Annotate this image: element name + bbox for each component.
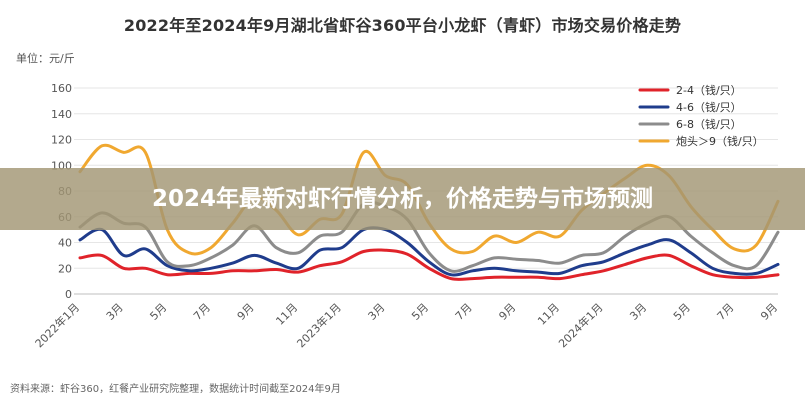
x-tick-label: 11月	[535, 301, 562, 328]
x-tick-label: 5月	[409, 301, 431, 323]
legend-label-1: 2-4（钱/只）	[676, 83, 742, 97]
series-line-2	[78, 226, 780, 277]
y-tick-label: 40	[58, 237, 72, 250]
x-tick-label: 9月	[235, 301, 257, 323]
x-tick-label: 3月	[627, 301, 649, 323]
chart-title: 2022年至2024年9月湖北省虾谷360平台小龙虾（青虾）市场交易价格走势	[123, 16, 682, 35]
x-tick-label: 2022年1月	[32, 300, 82, 350]
headline-banner: 2024年最新对虾行情分析，价格走势与市场预测	[0, 168, 805, 230]
x-tick-label: 5月	[147, 301, 169, 323]
x-tick-label: 7月	[715, 301, 737, 323]
x-tick-label: 9月	[758, 301, 780, 323]
x-tick-label: 2023年1月	[294, 300, 344, 350]
legend-label-4: 炮头＞9（钱/只）	[676, 134, 764, 148]
series-line-1	[78, 248, 780, 281]
y-tick-label: 0	[65, 288, 72, 301]
y-tick-label: 140	[51, 108, 72, 121]
x-tick-label: 3月	[104, 301, 126, 323]
x-tick-label: 2024年1月	[555, 300, 605, 350]
unit-label: 单位：元/斤	[16, 52, 75, 65]
x-tick-label: 9月	[496, 301, 518, 323]
x-tick-label: 5月	[671, 301, 693, 323]
legend: 2-4（钱/只） 4-6（钱/只） 6-8（钱/只） 炮头＞9（钱/只）	[638, 83, 764, 148]
x-tick-label: 7月	[191, 301, 213, 323]
y-tick-label: 20	[58, 262, 72, 275]
legend-label-3: 6-8（钱/只）	[676, 117, 742, 131]
x-tick-label: 7月	[453, 301, 475, 323]
y-tick-label: 120	[51, 134, 72, 147]
x-tick-label: 3月	[366, 301, 388, 323]
y-tick-label: 160	[51, 82, 72, 95]
source-note: 资料来源：虾谷360，红餐产业研究院整理，数据统计时间截至2024年9月	[10, 384, 341, 395]
legend-label-2: 4-6（钱/只）	[676, 100, 742, 114]
x-tick-label: 11月	[273, 301, 300, 328]
banner-headline: 2024年最新对虾行情分析，价格走势与市场预测	[151, 186, 653, 212]
